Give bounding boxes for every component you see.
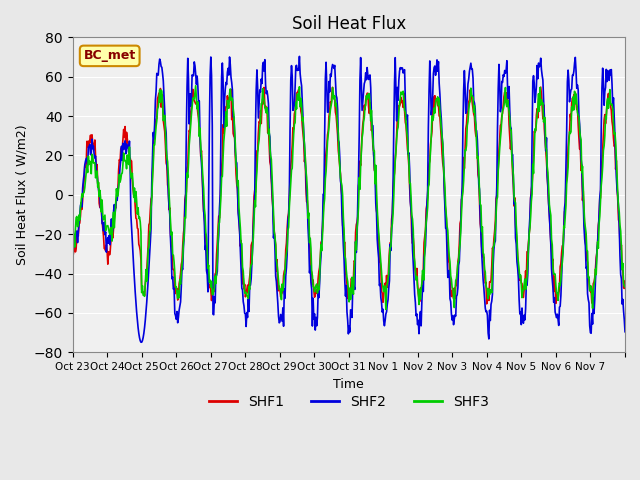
SHF2 (284, 217, 292, 223)
SHF1 (406, 184, 413, 190)
SHF1 (284, 226, 291, 231)
Legend: SHF1, SHF2, SHF3: SHF1, SHF2, SHF3 (204, 389, 494, 415)
SHF1 (68, 247, 76, 253)
SHF2 (407, 207, 415, 213)
Title: Soil Heat Flux: Soil Heat Flux (292, 15, 406, 33)
SHF1 (235, 215, 243, 220)
SHF2 (263, 88, 271, 94)
Line: SHF3: SHF3 (72, 86, 625, 310)
SHF2 (438, 132, 446, 138)
Text: BC_met: BC_met (84, 49, 136, 62)
X-axis label: Time: Time (333, 377, 364, 391)
SHF2 (296, 53, 303, 59)
SHF3 (284, 228, 292, 233)
SHF3 (382, 307, 390, 312)
SHF3 (438, 134, 446, 140)
SHF1 (134, 225, 141, 231)
SHF3 (134, 211, 141, 217)
Line: SHF1: SHF1 (72, 87, 625, 304)
SHF1 (537, 84, 545, 90)
SHF1 (621, 278, 629, 284)
SHF2 (137, 339, 145, 345)
SHF2 (621, 329, 629, 335)
SHF2 (134, 317, 141, 323)
SHF3 (621, 284, 629, 290)
SHF3 (68, 223, 76, 228)
SHF1 (262, 105, 270, 111)
Line: SHF2: SHF2 (72, 56, 625, 342)
SHF1 (483, 301, 490, 307)
SHF1 (436, 125, 444, 131)
SHF2 (68, 245, 76, 251)
SHF3 (236, 216, 243, 221)
SHF3 (192, 83, 200, 89)
SHF2 (236, 229, 243, 235)
SHF3 (263, 105, 271, 110)
Y-axis label: Soil Heat Flux ( W/m2): Soil Heat Flux ( W/m2) (15, 124, 28, 265)
SHF3 (407, 194, 415, 200)
